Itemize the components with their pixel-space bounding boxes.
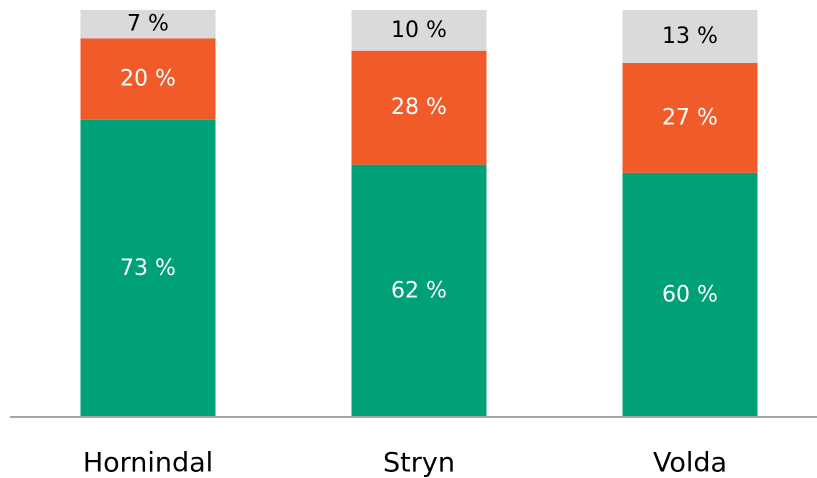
bar-segment-volda-2 xyxy=(622,10,758,63)
bar-segment-hornindal-2 xyxy=(80,10,216,39)
data-label-stryn-0: 62 % xyxy=(391,278,447,303)
bar-segment-stryn-1 xyxy=(351,50,487,165)
category-label-volda: Volda xyxy=(653,448,727,478)
category-labels-group: Hornindal Stryn Volda xyxy=(83,448,727,478)
bar-segment-hornindal-0 xyxy=(80,119,216,417)
category-label-stryn: Stryn xyxy=(383,448,455,478)
bars-group xyxy=(80,10,758,417)
data-label-hornindal-2: 7 % xyxy=(127,12,169,37)
segment-labels-group: 73 % 20 % 7 % 62 % 28 % 10 % 60 % 27 % 13 % xyxy=(120,12,718,308)
bar-segment-volda-1 xyxy=(622,62,758,173)
data-label-volda-2: 13 % xyxy=(662,24,718,49)
category-label-hornindal: Hornindal xyxy=(83,448,213,478)
data-label-volda-0: 60 % xyxy=(662,282,718,307)
data-label-volda-1: 27 % xyxy=(662,105,718,130)
data-label-stryn-1: 28 % xyxy=(391,95,447,120)
bar-segment-stryn-2 xyxy=(351,10,487,51)
bar-segment-hornindal-1 xyxy=(80,38,216,120)
data-label-hornindal-1: 20 % xyxy=(120,67,176,92)
data-label-stryn-2: 10 % xyxy=(391,18,447,43)
bar-segment-volda-0 xyxy=(622,172,758,417)
data-label-hornindal-0: 73 % xyxy=(120,256,176,281)
bar-segment-stryn-0 xyxy=(351,164,487,417)
